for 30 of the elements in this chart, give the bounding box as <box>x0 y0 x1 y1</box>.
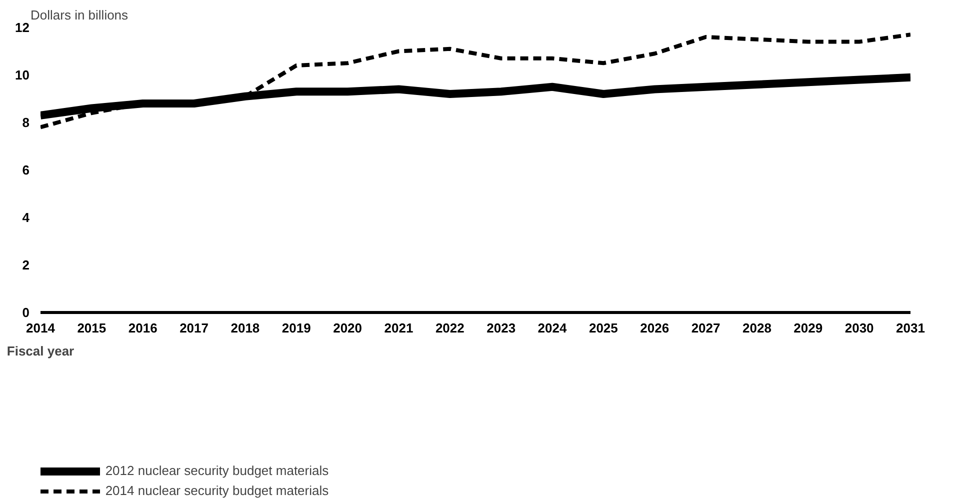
x-tick-label: 2021 <box>384 320 414 336</box>
y-tick-label: 4 <box>22 210 30 225</box>
x-axis-title: Fiscal year <box>6 344 74 358</box>
x-tick-label: 2031 <box>896 320 925 336</box>
x-tick-label: 2028 <box>742 320 772 336</box>
line-series <box>40 32 910 130</box>
y-tick-label: 8 <box>22 115 30 130</box>
y-tick-label: 2 <box>22 258 30 272</box>
x-tick-label: 2015 <box>77 320 106 336</box>
x-tick-label: 2020 <box>333 320 362 336</box>
x-tick-label: 2019 <box>282 320 311 336</box>
x-tick-label: 2016 <box>128 320 158 336</box>
x-tick-label: 2022 <box>435 320 464 336</box>
y-tick-label: 6 <box>22 162 30 178</box>
y-tick-label: 0 <box>22 305 30 320</box>
x-tick-label: 2014 <box>26 320 56 336</box>
x-tick-label: 2027 <box>691 320 720 336</box>
legend-label: 2012 nuclear security budget materials <box>105 463 329 478</box>
x-tick-label: 2030 <box>844 320 874 336</box>
y-axis-title: Dollars in billions <box>30 8 129 22</box>
x-tick-label: 2025 <box>588 320 618 336</box>
y-tick-label: 12 <box>15 20 30 35</box>
x-tick-label: 2017 <box>180 320 208 336</box>
x-tick-label: 2018 <box>230 320 260 336</box>
x-tick-label: 2026 <box>640 320 670 336</box>
x-tick-label: 2023 <box>486 320 516 336</box>
legend-label: 2014 nuclear security budget materials <box>105 483 329 498</box>
x-tick-label: 2024 <box>538 320 568 336</box>
x-tick-label: 2029 <box>794 320 823 336</box>
y-tick-label: 10 <box>15 68 30 82</box>
